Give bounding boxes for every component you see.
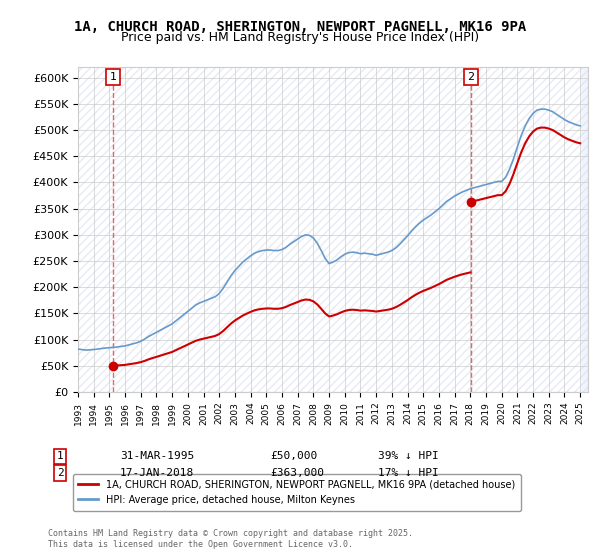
Text: 1A, CHURCH ROAD, SHERINGTON, NEWPORT PAGNELL, MK16 9PA: 1A, CHURCH ROAD, SHERINGTON, NEWPORT PAG…	[74, 20, 526, 34]
Text: 31-MAR-1995: 31-MAR-1995	[120, 451, 194, 461]
Text: 17% ↓ HPI: 17% ↓ HPI	[378, 468, 439, 478]
Legend: 1A, CHURCH ROAD, SHERINGTON, NEWPORT PAGNELL, MK16 9PA (detached house), HPI: Av: 1A, CHURCH ROAD, SHERINGTON, NEWPORT PAG…	[73, 474, 521, 511]
Text: 2: 2	[56, 468, 64, 478]
Text: 2: 2	[467, 72, 475, 82]
Text: 1: 1	[56, 451, 64, 461]
Text: Price paid vs. HM Land Registry's House Price Index (HPI): Price paid vs. HM Land Registry's House …	[121, 31, 479, 44]
Text: 1: 1	[110, 72, 116, 82]
Text: £50,000: £50,000	[270, 451, 317, 461]
Text: Contains HM Land Registry data © Crown copyright and database right 2025.
This d: Contains HM Land Registry data © Crown c…	[48, 529, 413, 549]
Text: 39% ↓ HPI: 39% ↓ HPI	[378, 451, 439, 461]
Text: £363,000: £363,000	[270, 468, 324, 478]
Text: 17-JAN-2018: 17-JAN-2018	[120, 468, 194, 478]
